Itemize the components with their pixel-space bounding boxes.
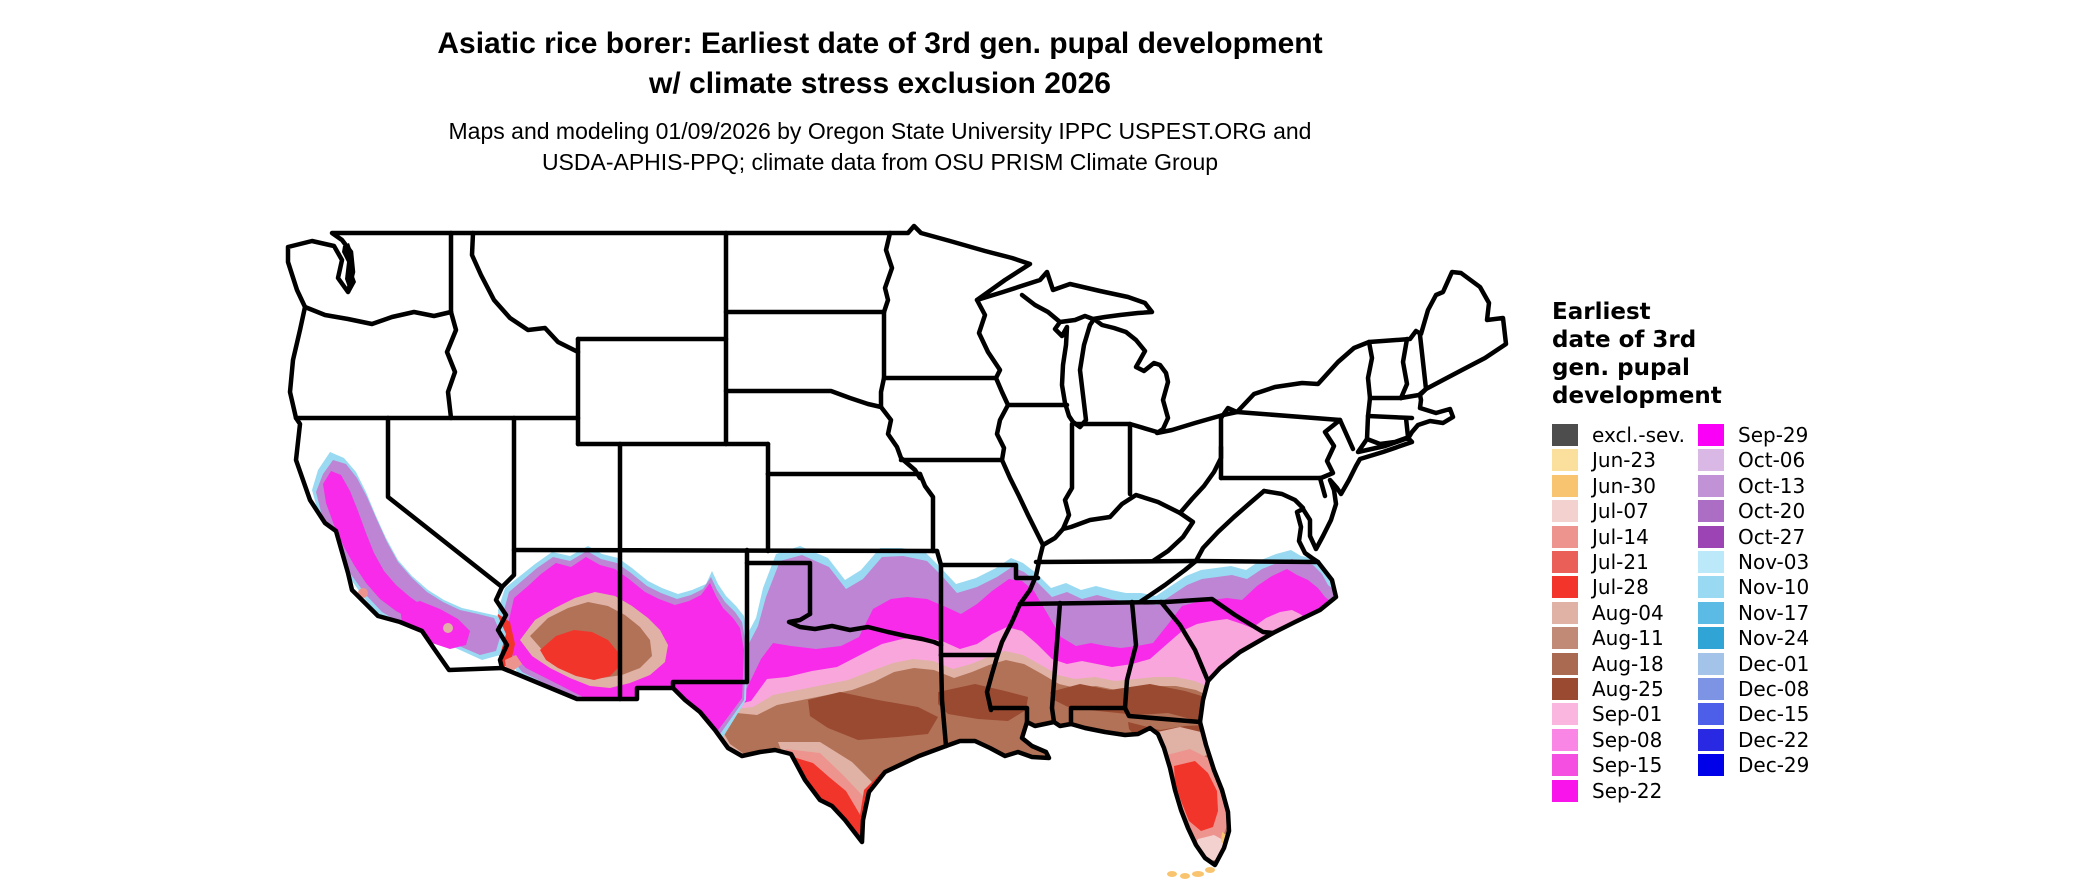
title-line-1: Asiatic rice borer: Earliest date of 3rd… [437, 27, 1323, 60]
legend-swatch [1698, 627, 1724, 650]
legend-title-line: date of 3rd [1552, 327, 1697, 353]
layer-fl-dusty [1153, 727, 1214, 761]
legend-swatch [1698, 754, 1724, 777]
title-line-2: w/ climate stress exclusion 2026 [649, 67, 1111, 100]
layer-az-red [540, 630, 620, 680]
legend-label: Aug-11 [1592, 626, 1664, 651]
legend-title-line: development [1552, 383, 1722, 409]
legend-swatch [1698, 703, 1724, 726]
legend-label: excl.-sev. [1592, 423, 1685, 447]
legend-swatch [1698, 601, 1724, 624]
nation-fill [288, 226, 1506, 865]
legend-swatch [1698, 500, 1724, 523]
legend-label: Dec-08 [1738, 677, 1810, 701]
legend-label: Dec-15 [1738, 702, 1810, 727]
legend-swatch [1552, 551, 1578, 573]
legend-swatch [1552, 449, 1578, 472]
legend-label: Aug-04 [1592, 600, 1664, 625]
legend-swatch [1552, 500, 1578, 523]
state-borders [288, 226, 1506, 865]
legend-swatch [1552, 652, 1578, 675]
layer-fl-red [1174, 761, 1218, 831]
legend-title-line: Earliest [1552, 299, 1651, 325]
legend-label: Aug-25 [1592, 677, 1664, 701]
legend-swatch [1552, 525, 1578, 548]
legend-swatch [1698, 474, 1724, 497]
legend-label: Nov-03 [1738, 550, 1810, 574]
legend-label: Oct-13 [1738, 473, 1806, 498]
layer-aug25-patch-la [938, 684, 1028, 721]
legend-label: Jul-28 [1592, 575, 1649, 600]
legend-label: Sep-01 [1592, 702, 1663, 727]
legend-label: Sep-08 [1592, 727, 1663, 752]
legend-swatch [1698, 652, 1724, 675]
legend-label: Oct-27 [1738, 524, 1806, 549]
legend-swatch [1552, 474, 1578, 497]
legend-label: Sep-22 [1592, 778, 1663, 803]
legend-swatch [1552, 779, 1578, 802]
legend-swatch [1698, 449, 1724, 472]
puget-sound [342, 243, 356, 293]
legend-label: Jul-07 [1592, 499, 1649, 524]
legend-swatch [1552, 703, 1578, 726]
legend-swatch [1552, 627, 1578, 650]
legend-swatch [1698, 525, 1724, 548]
legend-label: Dec-29 [1738, 753, 1810, 778]
legend-swatch [1698, 576, 1724, 599]
subtitle-line-2: USDA-APHIS-PPQ; climate data from OSU PR… [541, 149, 1219, 175]
subtitle-line-1: Maps and modeling 01/09/2026 by Oregon S… [448, 118, 1312, 144]
legend-swatch [1698, 678, 1724, 700]
legend-label: Nov-10 [1738, 575, 1810, 600]
florida-keys [1167, 867, 1215, 879]
legend-label: Sep-15 [1592, 753, 1663, 778]
legend-label: Jun-23 [1592, 448, 1656, 473]
legend-swatch [1552, 601, 1578, 624]
subtitle: Maps and modeling 01/09/2026 by Oregon S… [0, 116, 1760, 178]
legend-label: Oct-06 [1738, 448, 1806, 473]
legend-swatch [1552, 576, 1578, 599]
layer-ca-dusty-spot [443, 623, 453, 633]
legend-title: Earliest date of 3rd gen. pupal developm… [1552, 298, 1722, 410]
legend-label: Jul-21 [1592, 550, 1649, 574]
layer-socal-magenta [400, 601, 470, 649]
legend-swatch [1552, 678, 1578, 700]
legend-label: Nov-17 [1738, 600, 1810, 625]
layer-aug25-patch-tx [808, 692, 938, 740]
legend-label: Dec-22 [1738, 727, 1810, 752]
legend-swatch [1552, 754, 1578, 777]
legend-swatch [1698, 424, 1724, 446]
legend-label: Dec-01 [1738, 651, 1810, 676]
legend-swatch [1698, 551, 1724, 573]
layer-yuma-salmon [505, 655, 522, 670]
layer-ca-oct [316, 460, 501, 655]
layer-aug25-patch-algafl [1050, 684, 1216, 721]
legend-label: Sep-29 [1738, 423, 1809, 447]
legend-label: Nov-24 [1738, 626, 1810, 651]
legend-label: Jun-30 [1592, 473, 1656, 498]
legend-title-line: gen. pupal [1552, 355, 1690, 381]
legend-swatch [1698, 728, 1724, 751]
legend-swatch [1552, 728, 1578, 751]
legend-label: Oct-20 [1738, 499, 1806, 524]
legend-label: Aug-18 [1592, 651, 1664, 676]
page-title: Asiatic rice borer: Earliest date of 3rd… [0, 24, 1760, 104]
legend-swatch [1552, 424, 1578, 446]
layer-ca-valley-magenta [323, 471, 454, 633]
figure-header: Asiatic rice borer: Earliest date of 3rd… [0, 24, 1760, 178]
legend-label: Jul-14 [1592, 524, 1649, 549]
